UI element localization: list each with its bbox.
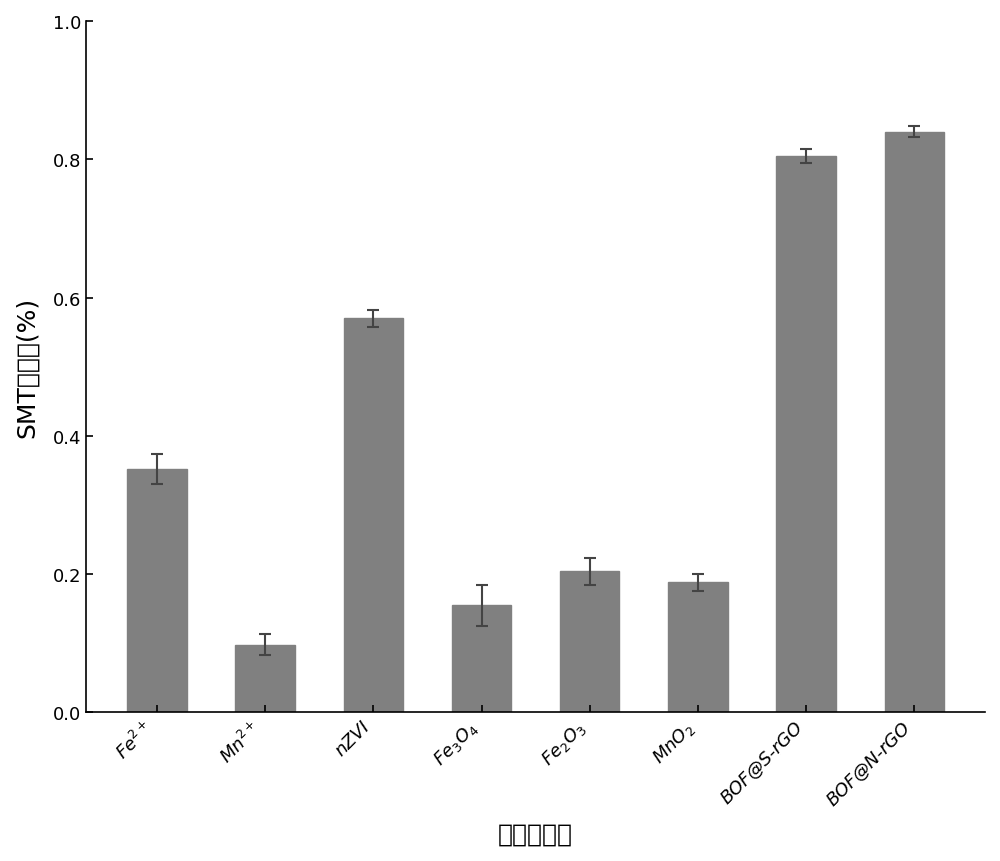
X-axis label: 催化剂种类: 催化剂种类 xyxy=(498,822,573,846)
Bar xyxy=(885,133,944,713)
Bar xyxy=(235,645,295,713)
Bar xyxy=(127,469,187,713)
Bar xyxy=(344,319,403,713)
Bar xyxy=(560,572,619,713)
Bar xyxy=(776,157,836,713)
Bar xyxy=(668,583,728,713)
Bar xyxy=(452,605,511,713)
Y-axis label: SMT去除率(%): SMT去除率(%) xyxy=(15,297,39,437)
